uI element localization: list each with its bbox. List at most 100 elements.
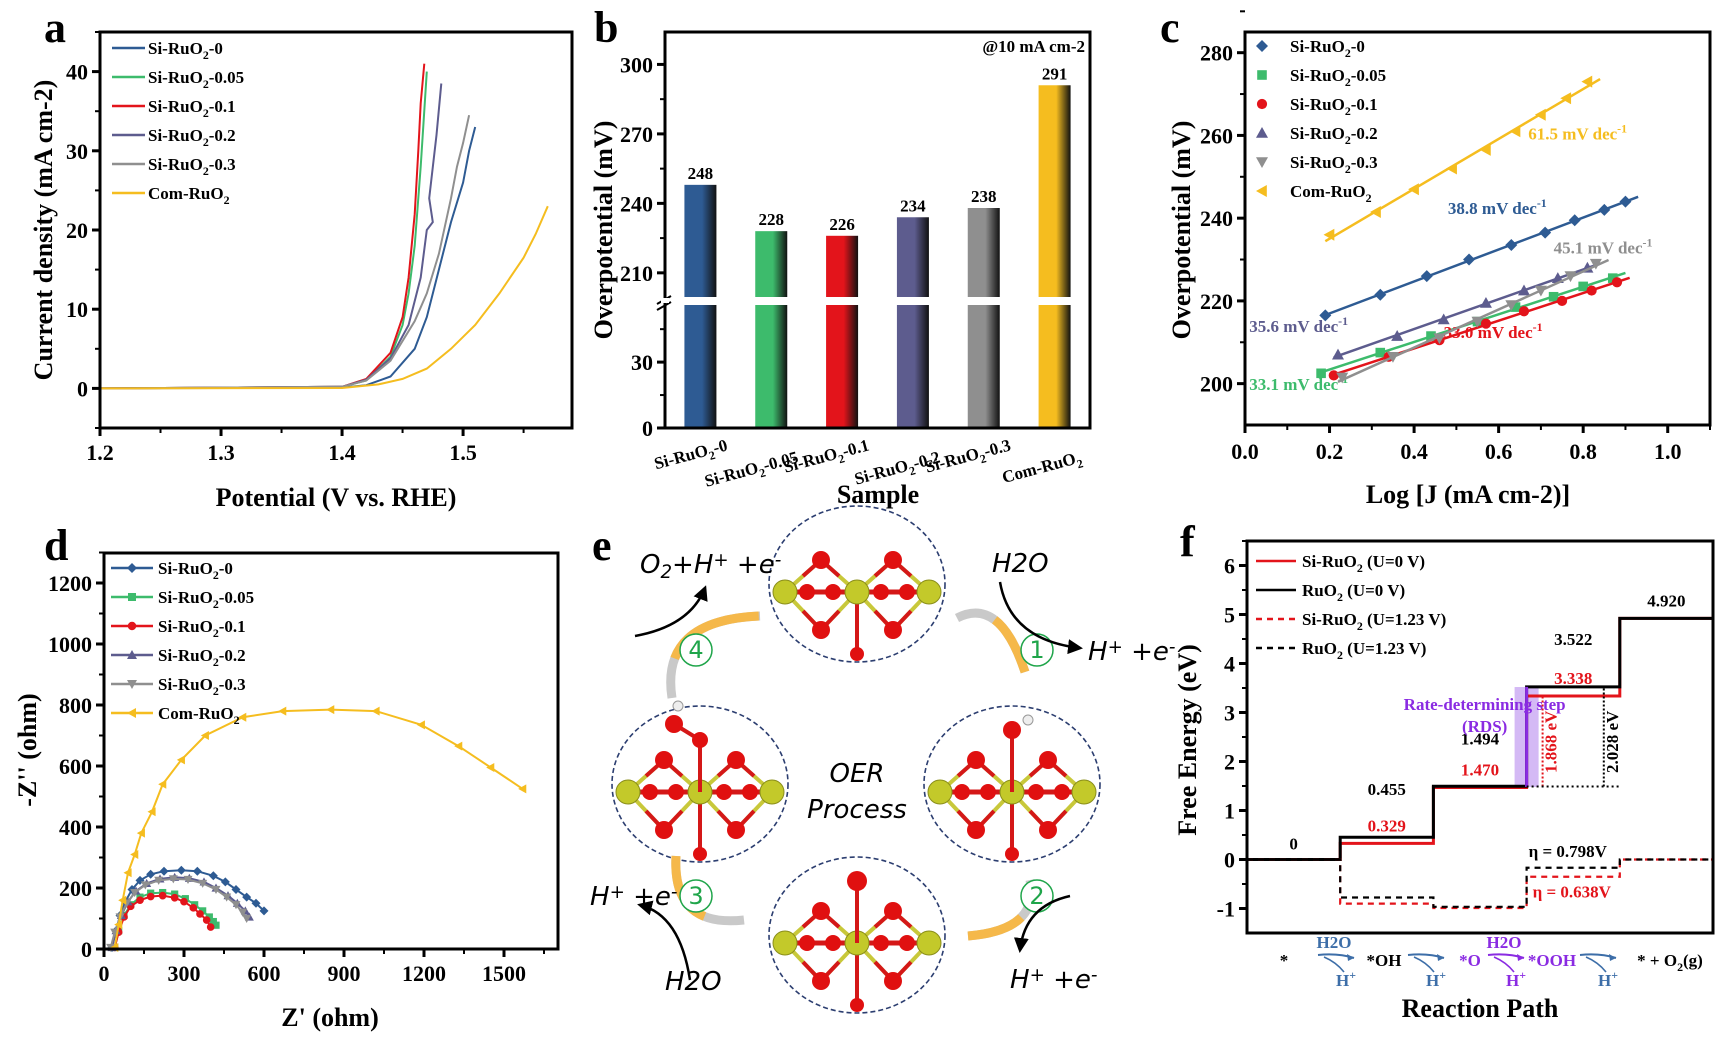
slope-label-Si-RuO2-0.3: 45.1 mV dec-1	[1554, 235, 1653, 257]
y-tick-label: 200	[59, 876, 92, 901]
bar-value-label: 291	[1042, 64, 1068, 83]
data-point	[278, 706, 287, 716]
panel-letter-c: c	[1160, 3, 1180, 52]
y-tick-label: 3	[1224, 701, 1235, 726]
energy-label: 0	[1289, 835, 1298, 854]
y-tick-label: 20	[66, 218, 88, 243]
y-tick-label: 2	[1224, 750, 1235, 775]
oxygen-atom	[1028, 784, 1044, 800]
reaction-arrowhead	[1517, 954, 1524, 961]
data-point	[170, 893, 179, 902]
legend-label: RuO2 (U=0 V)	[1302, 581, 1405, 604]
oxygen-atom	[655, 821, 673, 839]
y-tick-label: 300	[620, 52, 653, 77]
data-point	[242, 914, 252, 923]
panel-d-plot-area	[106, 705, 527, 952]
panel-d-ylabel: -Z'' (ohm)	[13, 693, 42, 806]
legend-label: Si-RuO2-0.3	[158, 675, 246, 698]
axis-break-gap	[667, 297, 1088, 305]
oxygen-atom	[1039, 751, 1057, 769]
panel-b-frame	[663, 30, 1092, 430]
legend-label: Si-RuO2-0.3	[148, 155, 236, 178]
step-number-circle	[1020, 633, 1054, 667]
data-point	[1578, 281, 1588, 292]
reaction-label-top_left: O2+H+ +e-	[640, 550, 781, 583]
step-number: 2	[1029, 882, 1044, 910]
y-tick-label: 4	[1224, 652, 1235, 677]
y-tick-label: 200	[1200, 372, 1233, 397]
data-point	[192, 866, 202, 876]
bar-value-label: 226	[829, 215, 855, 234]
data-point	[371, 706, 380, 716]
series-line-Com-RuO2	[113, 708, 524, 948]
oxygen-atom	[727, 821, 745, 839]
eta-label-siruo2: η = 0.638V	[1533, 883, 1612, 902]
dashed-circle	[768, 505, 946, 663]
panel-b-bars: 248 228 226 234 238 291	[667, 64, 1088, 429]
legend-label: Si-RuO2 (U=0 V)	[1302, 552, 1425, 575]
cycle-arrow-2-highlight	[967, 879, 1036, 941]
y-tick-label: 400	[59, 815, 92, 840]
oxygen-atom	[873, 935, 889, 951]
series-line-Si-RuO2-0.05	[99, 71, 428, 390]
oxygen-atom	[812, 972, 830, 990]
panel-letter-a: a	[44, 3, 66, 52]
reaction-label-left_out: H+ +e-	[590, 882, 677, 912]
data-point	[180, 897, 188, 906]
y-tick-label: 1	[1224, 799, 1235, 824]
legend-label: Si-RuO2 (U=1.23 V)	[1302, 610, 1446, 633]
legend-label: Si-RuO2-0.05	[148, 68, 244, 91]
data-point	[159, 866, 169, 876]
panel-f-xlabel: Reaction Path	[1402, 994, 1559, 1023]
data-point	[1332, 348, 1344, 360]
axis-break-cover	[661, 298, 669, 303]
data-point	[1480, 318, 1492, 329]
panel-d-nyquist-chart: 0 300 600 900 1200 1500020040060080010001200 …	[13, 551, 560, 1032]
reactant-product-arrow-2	[1013, 894, 1071, 953]
data-point	[1323, 228, 1335, 241]
slope-label-Com-RuO2: 61.5 mV dec-1	[1528, 122, 1627, 144]
fit-line-Si-RuO2-0.3	[1337, 258, 1610, 383]
oxygen-atom	[799, 584, 815, 600]
data-point	[146, 892, 155, 901]
ru-atom	[1071, 779, 1097, 805]
data-point	[202, 916, 211, 924]
oxygen-atom	[1039, 821, 1057, 839]
bar-value-label: 248	[688, 164, 714, 183]
data-point	[220, 877, 230, 887]
bar-Si-RuO2-0	[684, 184, 717, 428]
proton-label: H+	[1598, 968, 1618, 990]
data-point	[1589, 258, 1602, 270]
legend-label: Si-RuO2-0.1	[158, 617, 246, 640]
data-point	[454, 741, 463, 751]
oxygen-atom	[812, 902, 830, 920]
series-line-Si-RuO2-0.3	[99, 114, 471, 390]
series-line-Si-RuO2-0	[111, 869, 265, 948]
oxygen-atom	[668, 784, 684, 800]
structure-bottom-O	[768, 856, 946, 1014]
legend-marker	[127, 680, 137, 689]
data-point	[1598, 203, 1611, 216]
energy-label-siruo2: 3.338	[1554, 669, 1592, 688]
data-point	[416, 720, 425, 730]
panel-b-ylabel: Overpotential (mV)	[589, 121, 618, 340]
reaction-label-bottom_left_in: H2O	[665, 967, 722, 997]
x-tick-label: 1200	[402, 961, 446, 986]
energy-path-RuO2 (U=1.23 V)	[1247, 858, 1713, 908]
y-tick-label: 260	[1200, 123, 1233, 148]
legend-label: Si-RuO2-0.2	[148, 126, 236, 149]
x-tick-label: 1.3	[207, 440, 235, 465]
panel-c-frame	[1243, 30, 1712, 427]
legend-marker	[127, 563, 137, 573]
step-number-circle	[679, 633, 713, 667]
gap-label-ruo2: 2.028 eV	[1603, 710, 1622, 773]
data-point	[176, 755, 185, 765]
dashed-circle	[768, 856, 946, 1014]
data-point	[146, 869, 156, 879]
data-point	[1548, 291, 1559, 302]
data-point	[1586, 285, 1597, 296]
reaction-arrowhead	[1609, 954, 1616, 961]
slope-label-Si-RuO2-0: 38.8 mV dec-1	[1448, 196, 1547, 218]
